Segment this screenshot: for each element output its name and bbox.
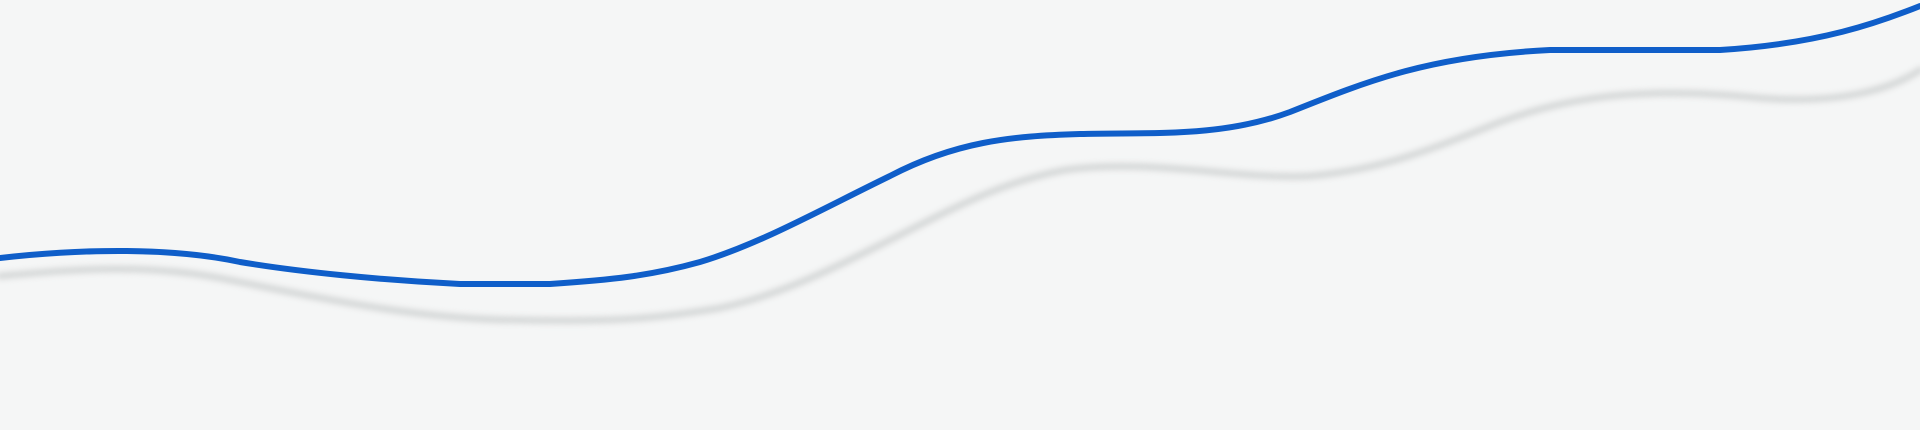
primary-wave-line	[0, 3, 1920, 287]
shadow-wave-line	[0, 66, 1920, 324]
